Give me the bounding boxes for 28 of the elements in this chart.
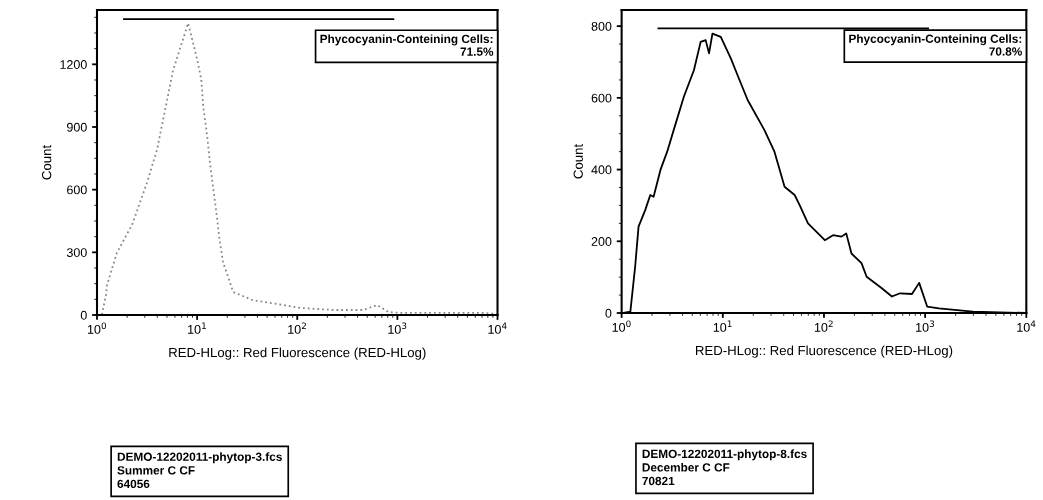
y-tick-label: 900 (67, 122, 87, 132)
y-tick-label: 200 (591, 237, 612, 246)
x-tick-label: 10$^{1}$ (188, 322, 206, 334)
x-tick-label: 10$^{1}$ (713, 320, 732, 332)
annotation: Phycocyanin-Conteining Cells: 70.8% (849, 34, 1022, 56)
y-tick-label: 1200 (60, 60, 87, 69)
y-tick-label: 300 (66, 248, 87, 257)
x-axis-title: RED-HLog:: Red Fluorescence (RED-HLog) (169, 347, 426, 360)
y-axis-title: Count (41, 144, 52, 180)
y-tick-label: 800 (591, 21, 612, 31)
x-tick-label: 10$^{2}$ (288, 322, 306, 334)
x-tick-label: 10$^{0}$ (612, 320, 631, 332)
text: DEMO-12202011-phytop-8.fcs December C CF 70821 (642, 449, 807, 486)
y-tick-label: 0 (605, 308, 612, 318)
annotation: Phycocyanin-Conteining Cells: 71.5% (320, 34, 494, 56)
x-tick-label: 10$^{0}$ (87, 322, 107, 334)
x-axis-title: RED-HLog:: Red Fluorescence (RED-HLog) (696, 345, 953, 358)
x-tick-label: 10$^{3}$ (916, 320, 935, 332)
y-tick-label: 600 (591, 93, 612, 103)
y-axis-title: Count (573, 143, 583, 179)
y-tick-label: 400 (591, 165, 612, 175)
y-tick-label: 0 (80, 310, 87, 320)
x-tick-label: 10$^{2}$ (814, 320, 833, 332)
x-tick-label: 10$^{4}$ (1017, 320, 1036, 332)
y-tick-label: 600 (67, 185, 87, 195)
x-tick-label: 10$^{4}$ (488, 322, 507, 334)
x-tick-label: 10$^{3}$ (388, 322, 407, 334)
text: DEMO-12202011-phytop-3.fcs Summer C CF 64056 (117, 452, 282, 489)
